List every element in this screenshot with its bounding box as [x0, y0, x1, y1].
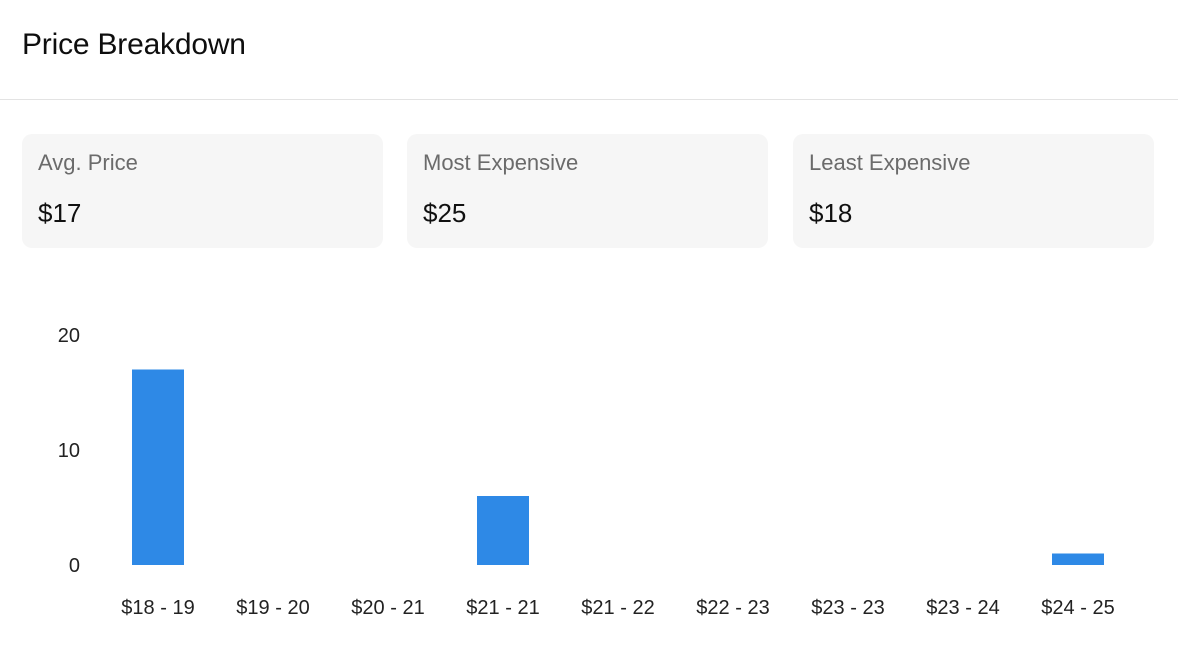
avg-price-label: Avg. Price: [38, 150, 138, 175]
y-tick-label: 0: [69, 555, 80, 577]
y-tick-label: 10: [58, 440, 80, 462]
most-expensive-value: $25: [423, 198, 467, 228]
header: Price Breakdown: [0, 0, 1178, 100]
x-tick-label: $18 - 19: [121, 597, 194, 619]
bar[interactable]: [132, 369, 184, 566]
x-tick-label: $23 - 23: [811, 597, 884, 619]
least-expensive-label: Least Expensive: [809, 150, 971, 175]
most-expensive-label: Most Expensive: [423, 150, 579, 175]
x-tick-label: $23 - 24: [926, 597, 999, 619]
x-tick-label: $24 - 25: [1041, 597, 1114, 619]
avg-price-value: $17: [38, 198, 82, 228]
stats-cards: Avg. Price $17 Most Expensive $25 Least …: [22, 134, 1154, 248]
page-title: Price Breakdown: [22, 28, 246, 61]
x-tick-label: $21 - 22: [581, 597, 654, 619]
bar[interactable]: [477, 496, 529, 565]
y-tick-label: 20: [58, 325, 80, 347]
most-expensive-card: Most Expensive $25: [407, 134, 768, 248]
x-tick-label: $19 - 20: [236, 597, 309, 619]
least-expensive-card: Least Expensive $18: [793, 134, 1154, 248]
price-histogram-chart: 0 10 20 $18 - 19 $19 - 20 $20 - 21 $21 - 21 $21…: [58, 325, 1115, 619]
bar[interactable]: [1052, 553, 1104, 566]
least-expensive-value: $18: [809, 198, 853, 228]
x-tick-label: $20 - 21: [351, 597, 424, 619]
avg-price-card: Avg. Price $17: [22, 134, 383, 248]
x-tick-label: $21 - 21: [466, 597, 539, 619]
x-tick-label: $22 - 23: [696, 597, 769, 619]
